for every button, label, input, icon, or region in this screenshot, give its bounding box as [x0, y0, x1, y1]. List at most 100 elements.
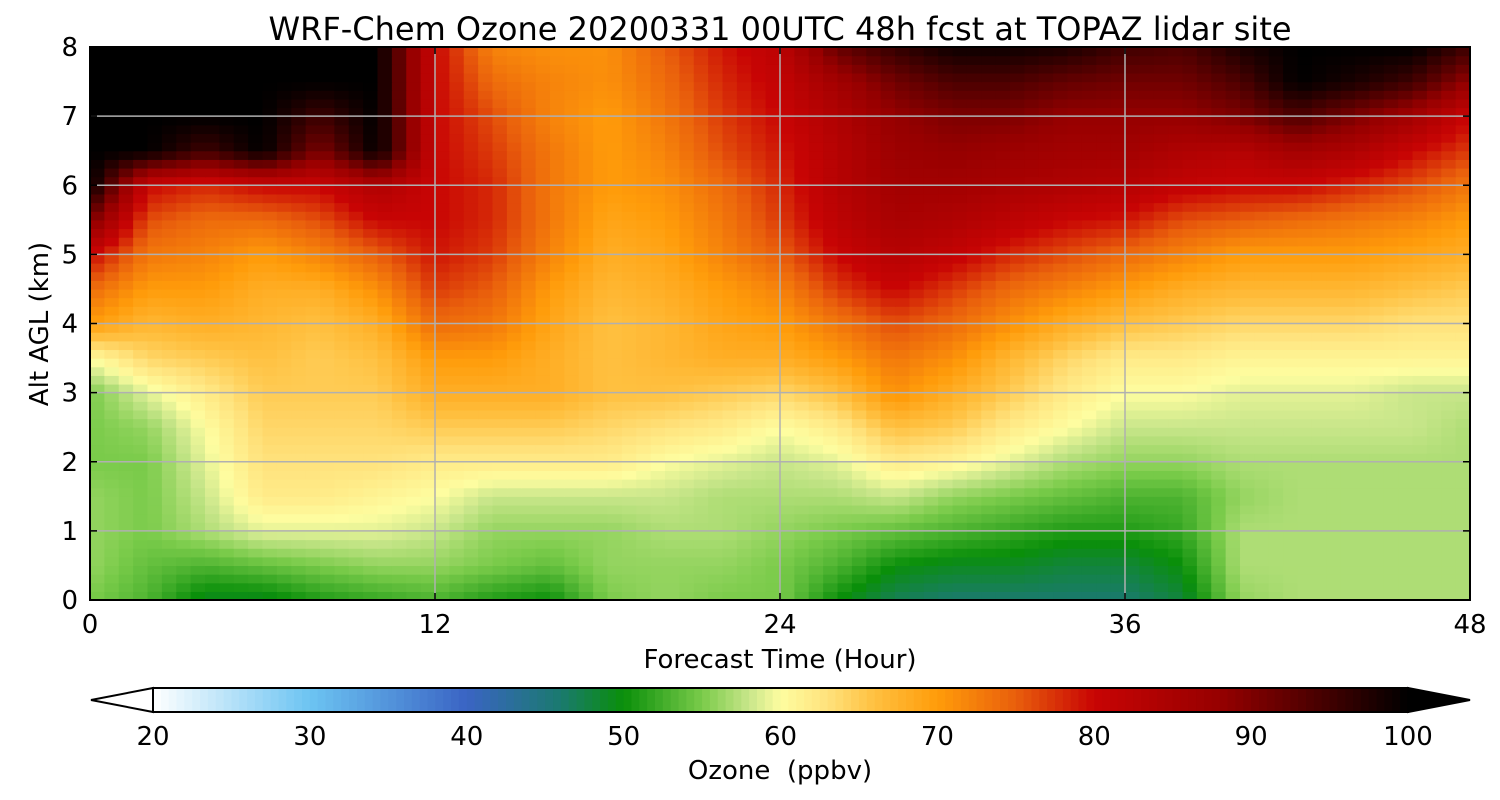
heatmap-cell — [161, 280, 177, 290]
heatmap-cell — [1096, 418, 1112, 428]
heatmap-cell — [478, 522, 494, 532]
heatmap-cell — [621, 470, 637, 480]
heatmap-cell — [722, 496, 738, 506]
heatmap-cell — [190, 332, 206, 342]
heatmap-cell — [1139, 202, 1155, 212]
heatmap-cell — [1441, 306, 1457, 316]
heatmap-cell — [794, 582, 810, 592]
heatmap-cell — [851, 150, 867, 160]
heatmap-cell — [492, 496, 508, 506]
heatmap-cell — [564, 323, 580, 333]
heatmap-cell — [1081, 383, 1097, 394]
heatmap-cell — [665, 150, 680, 160]
heatmap-cell — [348, 288, 364, 299]
heatmap-cell — [1311, 332, 1327, 342]
heatmap-cell — [406, 228, 422, 238]
heatmap-cell — [1441, 323, 1457, 333]
heatmap-cell — [765, 548, 781, 558]
heatmap-cell — [607, 211, 623, 221]
heatmap-cell — [147, 228, 163, 238]
heatmap-cell — [1340, 513, 1356, 523]
heatmap-cell — [1398, 565, 1414, 575]
heatmap-cell — [521, 487, 537, 497]
heatmap-cell — [1268, 556, 1284, 567]
heatmap-cell — [1096, 358, 1112, 368]
heatmap-cell — [248, 167, 264, 178]
heatmap-cell — [1067, 237, 1083, 247]
heatmap-cell — [794, 297, 810, 307]
heatmap-cell — [981, 280, 997, 290]
heatmap-cell — [938, 366, 954, 376]
heatmap-cell — [952, 202, 968, 212]
heatmap-cell — [550, 522, 565, 532]
heatmap-cell — [650, 254, 666, 264]
heatmap-cell — [449, 548, 465, 558]
heatmap-cell — [593, 237, 609, 247]
heatmap-cell — [406, 427, 422, 437]
heatmap-cell — [1441, 427, 1457, 437]
heatmap-cell — [391, 306, 407, 316]
heatmap-cell — [1168, 228, 1184, 238]
heatmap-cell — [808, 530, 824, 541]
heatmap-cell — [1398, 323, 1414, 333]
heatmap-cell — [1268, 211, 1284, 221]
heatmap-cell — [1096, 271, 1112, 281]
heatmap-cell — [104, 427, 120, 437]
heatmap-cell — [1297, 150, 1313, 160]
heatmap-cell — [794, 453, 810, 463]
heatmap-cell — [1383, 340, 1399, 351]
heatmap-cell — [463, 176, 479, 186]
heatmap-cell — [909, 470, 925, 480]
heatmap-cell — [665, 487, 680, 497]
heatmap-cell — [506, 435, 522, 446]
heatmap-cell — [190, 323, 206, 333]
heatmap-cell — [952, 366, 968, 376]
heatmap-cell — [291, 435, 307, 446]
heatmap-cell — [1225, 487, 1241, 497]
heatmap-cell — [722, 219, 738, 230]
heatmap-cell — [679, 349, 695, 359]
heatmap-cell — [708, 444, 724, 454]
heatmap-cell — [104, 263, 120, 273]
heatmap-cell — [808, 574, 824, 584]
heatmap-cell — [952, 565, 968, 575]
heatmap-cell — [320, 237, 335, 247]
heatmap-cell — [478, 487, 494, 497]
heatmap-cell — [1110, 176, 1126, 186]
heatmap-cell — [808, 228, 824, 238]
heatmap-cell — [219, 444, 235, 454]
heatmap-cell — [880, 237, 896, 247]
heatmap-cell — [952, 504, 968, 515]
heatmap-cell — [952, 556, 968, 567]
heatmap-cell — [736, 288, 752, 299]
heatmap-cell — [909, 211, 925, 221]
heatmap-cell — [1283, 539, 1299, 549]
heatmap-cell — [1398, 245, 1414, 255]
heatmap-cell — [1067, 228, 1083, 238]
heatmap-cell — [1369, 349, 1385, 359]
heatmap-cell — [320, 375, 335, 385]
heatmap-cell — [118, 176, 134, 186]
heatmap-cell — [851, 582, 867, 592]
heatmap-cell — [765, 358, 781, 368]
heatmap-cell — [722, 574, 738, 584]
heatmap-cell — [1125, 150, 1140, 160]
heatmap-cell — [866, 280, 882, 290]
heatmap-cell — [1311, 548, 1327, 558]
heatmap-cell — [1455, 530, 1471, 541]
heatmap-cell — [1196, 349, 1212, 359]
heatmap-cell — [1110, 539, 1126, 549]
heatmap-cell — [1426, 470, 1442, 480]
heatmap-cell — [1268, 271, 1284, 281]
heatmap-cell — [880, 539, 896, 549]
heatmap-cell — [190, 461, 206, 471]
heatmap-cell — [621, 237, 637, 247]
heatmap-cell — [478, 418, 494, 428]
heatmap-cell — [1225, 263, 1241, 273]
heatmap-cell — [1412, 470, 1428, 480]
heatmap-cell — [176, 254, 192, 264]
heatmap-cell — [463, 340, 479, 351]
heatmap-cell — [1240, 574, 1255, 584]
heatmap-cell — [1196, 358, 1212, 368]
heatmap-cell — [1053, 565, 1069, 575]
